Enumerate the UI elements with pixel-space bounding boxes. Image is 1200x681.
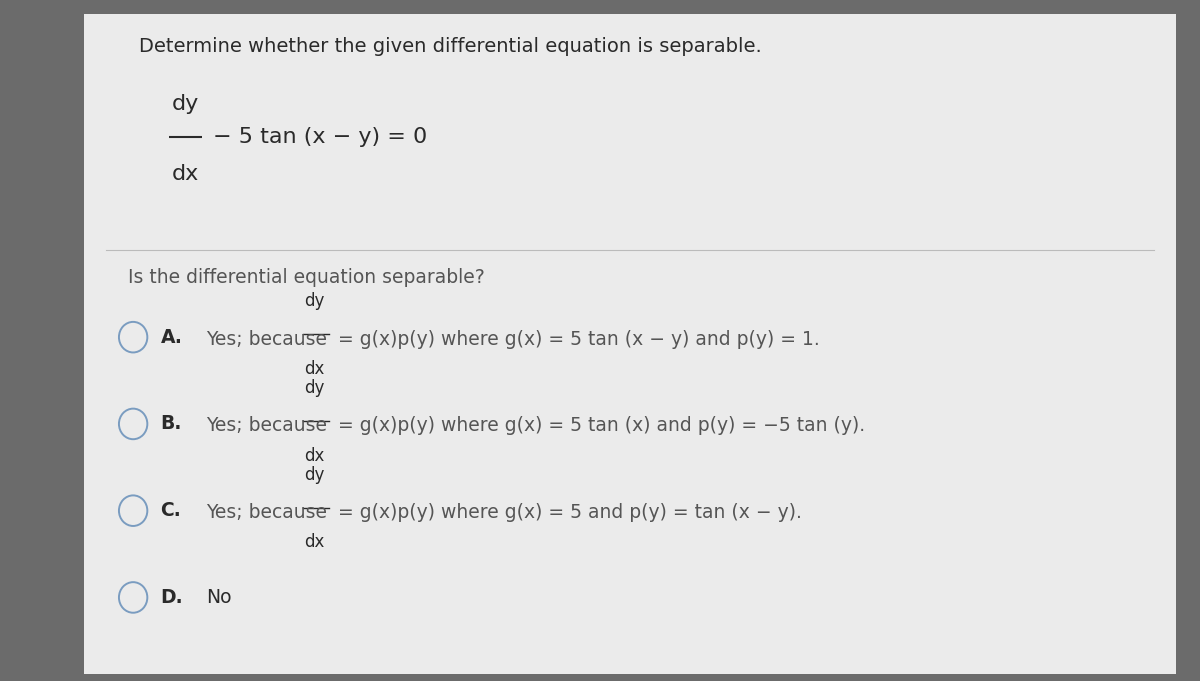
Text: Is the differential equation separable?: Is the differential equation separable? (127, 268, 485, 287)
Text: Yes; because: Yes; because (206, 503, 334, 522)
Text: dy: dy (305, 292, 325, 311)
Text: = g(x)p(y) where g(x) = 5 and p(y) = tan (x − y).: = g(x)p(y) where g(x) = 5 and p(y) = tan… (332, 503, 802, 522)
Text: = g(x)p(y) where g(x) = 5 tan (x) and p(y) = −5 tan (y).: = g(x)p(y) where g(x) = 5 tan (x) and p(… (332, 416, 865, 435)
Text: = g(x)p(y) where g(x) = 5 tan (x − y) and p(y) = 1.: = g(x)p(y) where g(x) = 5 tan (x − y) an… (332, 330, 820, 349)
Text: Yes; because: Yes; because (206, 416, 334, 435)
Text: dx: dx (305, 447, 325, 464)
Text: dy: dy (305, 466, 325, 484)
Text: dy: dy (172, 93, 199, 114)
Text: B.: B. (161, 415, 182, 433)
Text: Yes; because: Yes; because (206, 330, 334, 349)
Text: dx: dx (305, 360, 325, 378)
Text: D.: D. (161, 588, 184, 607)
Text: dy: dy (305, 379, 325, 397)
Text: No: No (206, 588, 232, 607)
Text: C.: C. (161, 501, 181, 520)
Text: A.: A. (161, 328, 182, 347)
Text: − 5 tan (x − y) = 0: − 5 tan (x − y) = 0 (212, 127, 427, 147)
Text: dx: dx (305, 533, 325, 552)
Text: Determine whether the given differential equation is separable.: Determine whether the given differential… (139, 37, 761, 56)
Text: dx: dx (172, 164, 199, 185)
